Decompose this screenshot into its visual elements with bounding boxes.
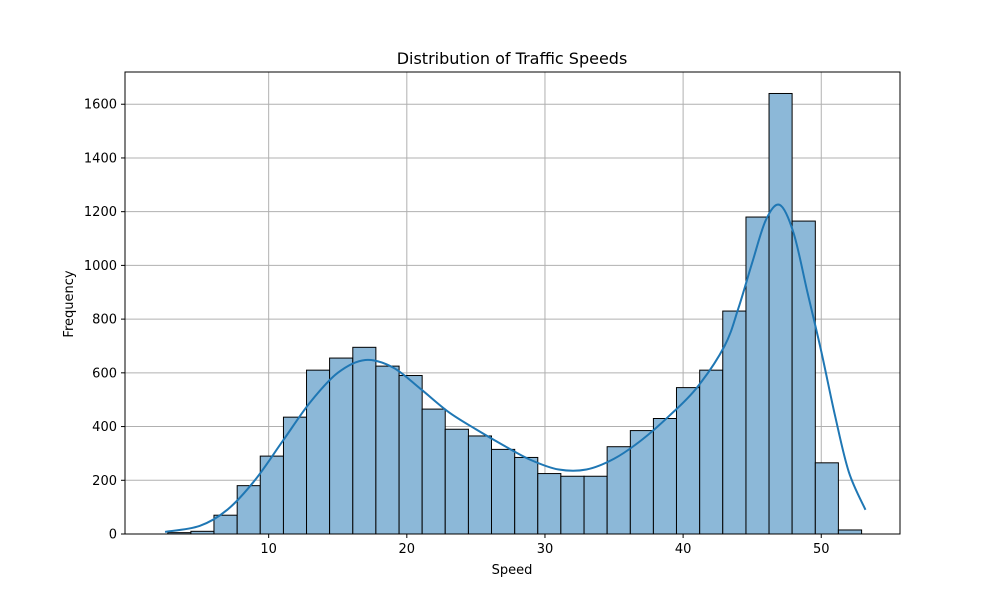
histogram-bar (814, 462, 839, 535)
histogram-bar (467, 435, 493, 535)
y-tick-label: 1600 (84, 98, 117, 113)
histogram-bar (329, 357, 354, 535)
x-tick-label: 20 (399, 542, 416, 557)
histogram-bar (398, 375, 423, 535)
x-tick-label: 40 (675, 542, 692, 557)
axis-ticks: 10 20 30 40 50 0 200 400 600 800 1000 1200 1400 1600 (84, 98, 830, 557)
y-tick-label: 1400 (84, 151, 117, 166)
histogram-bar (421, 408, 446, 535)
histogram-bar (837, 529, 863, 535)
histogram-bar (560, 475, 585, 535)
y-tick-label: 400 (92, 420, 117, 435)
plot-frame (124, 71, 901, 535)
histogram-bar (768, 92, 793, 535)
x-axis-label: Speed (492, 563, 533, 578)
y-tick-label: 0 (109, 528, 117, 543)
histogram-bar (514, 456, 539, 535)
y-tick-label: 800 (92, 313, 117, 328)
y-axis-label: Frequency (62, 270, 77, 337)
y-tick-label: 1200 (84, 205, 117, 220)
kde-line (164, 203, 867, 533)
chart-title: Distribution of Traffic Speeds (397, 49, 628, 68)
histogram-bar (491, 448, 516, 535)
x-tick-label: 50 (813, 542, 830, 557)
histogram-bar (652, 418, 677, 535)
histogram-bars (167, 92, 863, 535)
x-tick-label: 30 (537, 542, 554, 557)
histogram-bar (444, 428, 469, 535)
histogram-bar (675, 387, 701, 535)
histogram-bar (537, 473, 562, 535)
histogram-bar (699, 369, 724, 535)
y-tick-label: 200 (92, 474, 117, 489)
histogram-bar (352, 346, 377, 535)
y-tick-label: 1000 (84, 259, 117, 274)
histogram-bar (791, 220, 816, 535)
histogram-bar (583, 475, 608, 535)
kde-curve (164, 203, 867, 533)
x-tick-label: 10 (260, 542, 277, 557)
histogram-bar (236, 485, 261, 535)
histogram-bar (306, 369, 331, 535)
y-tick-label: 600 (92, 366, 117, 381)
histogram-bar (745, 216, 770, 535)
histogram-bar (375, 365, 400, 535)
